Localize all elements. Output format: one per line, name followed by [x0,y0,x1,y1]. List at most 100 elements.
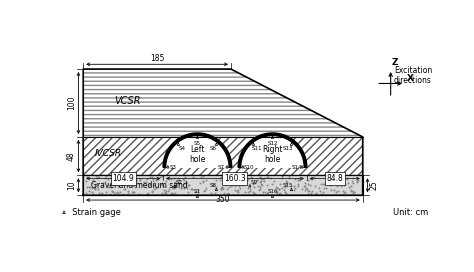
Point [241,190,248,195]
Point [282,179,290,183]
Point [162,191,169,195]
Text: 48: 48 [67,151,76,161]
Point [249,182,257,186]
Point [109,190,117,194]
Point [305,188,312,193]
Point [351,190,358,194]
Point [160,187,168,192]
Point [120,187,128,191]
Point [301,188,309,192]
Point [236,186,244,190]
Text: S13: S13 [283,146,293,152]
Text: IVCSR: IVCSR [95,149,122,158]
Point [220,191,228,195]
Point [111,191,118,195]
Point [224,191,232,195]
Point [91,186,98,190]
Point [283,180,291,184]
Point [165,175,173,179]
Point [275,187,283,191]
Point [143,192,151,196]
Point [91,186,99,191]
Point [144,191,152,196]
Point [174,176,182,180]
Point [251,191,258,196]
Point [158,183,166,187]
Text: Right
hole: Right hole [262,145,283,164]
Point [153,186,160,190]
Point [332,180,339,184]
Polygon shape [242,137,303,167]
Point [345,181,352,185]
Point [99,181,107,185]
Text: 25: 25 [369,180,378,190]
Point [347,184,355,188]
Point [292,177,299,181]
Text: Gravel and medium sand: Gravel and medium sand [91,181,188,190]
Point [336,176,343,180]
Point [256,175,264,179]
Point [217,186,225,191]
Point [317,191,324,196]
Point [83,185,91,189]
Point [124,181,132,185]
Point [308,188,316,193]
Point [103,174,110,178]
Point [120,181,128,185]
Point [341,190,348,194]
Point [246,189,254,194]
Point [257,177,265,181]
Point [135,181,143,185]
Point [83,174,91,179]
Point [229,176,237,181]
Point [301,184,309,188]
Point [112,174,120,178]
Point [305,189,312,193]
Text: Strain gage: Strain gage [67,208,121,217]
Point [256,187,264,191]
Point [268,181,276,186]
Point [275,191,283,196]
Text: S6: S6 [210,146,216,152]
Point [244,190,252,194]
Point [345,185,353,189]
Polygon shape [83,137,363,175]
Point [247,175,255,179]
Point [277,182,284,186]
Point [114,191,122,195]
Point [355,178,362,182]
Point [251,181,259,186]
Point [212,184,219,189]
Point [161,190,169,194]
Point [278,186,285,190]
Point [261,190,269,194]
Point [179,177,187,182]
Point [244,185,252,190]
Point [188,186,196,191]
Point [152,178,160,183]
Point [348,179,356,183]
Text: 160.3: 160.3 [224,174,246,183]
Point [323,176,331,181]
Point [341,183,348,187]
Point [340,188,347,193]
Point [273,190,281,194]
Point [278,176,286,180]
Point [285,174,292,179]
Point [281,188,288,192]
Point [307,177,314,181]
Point [255,187,263,192]
Point [248,176,256,181]
Point [162,191,169,195]
Point [126,180,133,185]
Point [278,174,286,178]
Point [85,189,92,193]
Point [246,186,254,191]
Point [264,192,272,196]
Point [307,191,315,195]
Point [228,183,236,187]
Point [171,185,179,189]
Point [86,185,93,190]
Text: S12: S12 [267,141,278,146]
Point [228,184,235,188]
